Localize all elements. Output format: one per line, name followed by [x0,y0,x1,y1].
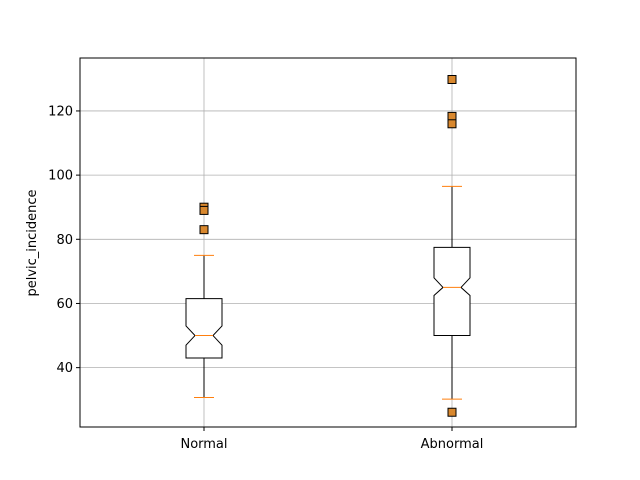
outlier-point [447,119,457,129]
plot-background [80,58,576,427]
outlier-point [447,111,457,121]
y-tick-label: 120 [48,104,73,119]
boxes [185,74,471,417]
notched-box [433,246,471,337]
box-group-abnormal [433,74,471,417]
y-tick-label: 100 [48,169,73,184]
outlier-point [447,74,457,84]
axes: 40 60 80 100 120 Normal Abnormal [48,104,483,452]
y-axis-label: pelvic_incidence [25,189,40,296]
outlier-point [447,407,457,417]
x-tick-label: Normal [180,437,227,452]
outlier-point [199,225,209,235]
plot-frame [79,57,577,428]
y-tick-label: 60 [56,297,73,312]
x-tick-label: Abnormal [421,437,484,452]
y-tick-label: 80 [56,233,73,248]
outlier-point [199,205,209,215]
y-tick-label: 40 [56,361,73,376]
notched-box [185,298,223,359]
box-group-normal [185,202,223,398]
